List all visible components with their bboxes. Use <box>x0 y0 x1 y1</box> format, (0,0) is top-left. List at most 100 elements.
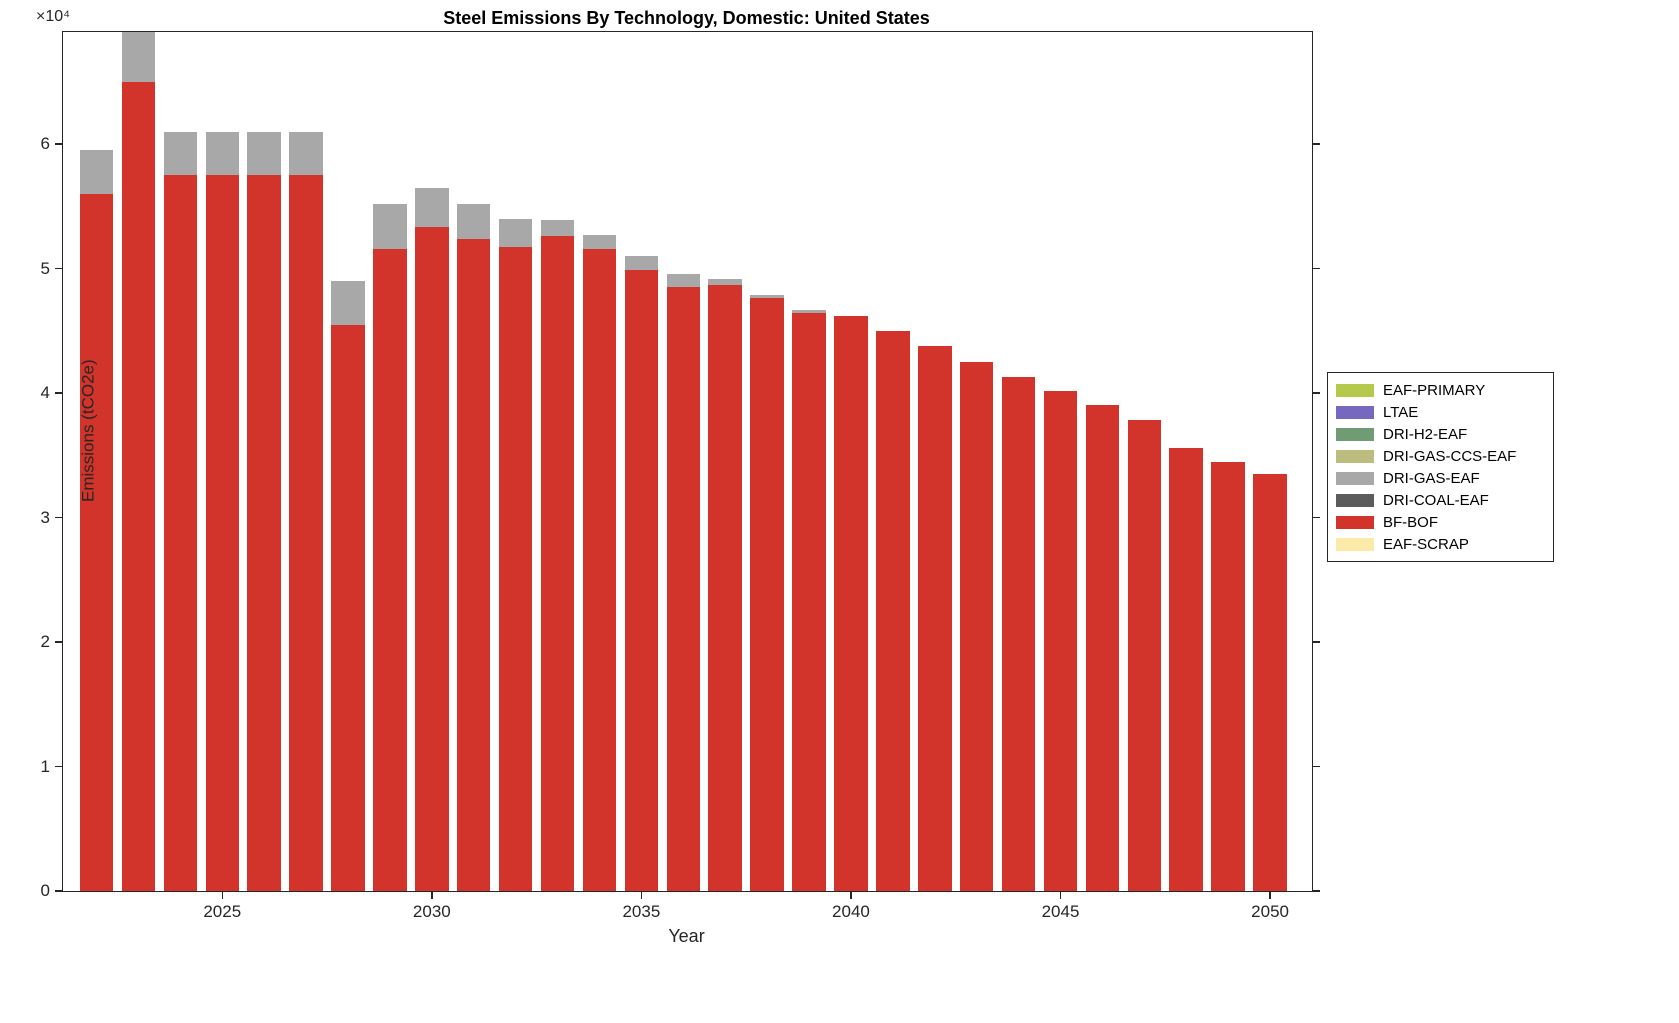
bar-segment-bf-bof <box>373 248 407 891</box>
bar-segment-bf-bof <box>1127 420 1162 891</box>
y-tick-label: 1 <box>40 756 50 776</box>
bar-segment-bf-bof <box>79 193 114 891</box>
legend: EAF-PRIMARY LTAE DRI-H2-EAF DRI-GAS-CCS-EAF… <box>1327 372 1554 562</box>
y-tick-label: 2 <box>40 632 50 651</box>
legend-item-bf-bof: BF-BOF <box>1328 511 1553 533</box>
x-tick-label: 2050 <box>1251 902 1289 921</box>
bar-segment-bf-bof <box>540 236 575 891</box>
bar-segment-dri-gas-eaf <box>247 131 281 176</box>
y-tick-mark <box>55 516 62 519</box>
x-tick-label: 2025 <box>203 902 242 921</box>
bar-segment-bf-bof <box>792 313 826 891</box>
bar-segment-bf-bof <box>289 175 323 891</box>
bar-segment-bf-bof <box>918 345 952 891</box>
bar-segment-bf-bof <box>959 361 994 891</box>
y-axis-multiplier: ×10⁴ <box>36 8 71 25</box>
x-tick-mark <box>850 892 852 899</box>
y-tick-mark-right <box>1313 267 1320 270</box>
x-axis-label: Year <box>668 926 705 946</box>
bar-segment-bf-bof <box>247 175 281 891</box>
bar-segment-dri-gas-eaf <box>331 281 365 325</box>
legend-item-dri-gas-eaf: DRI-GAS-EAF <box>1328 467 1553 489</box>
bar-segment-bf-bof <box>1253 473 1287 891</box>
legend-item-dri-coal-eaf: DRI-COAL-EAF <box>1328 489 1553 511</box>
bar-segment-bf-bof <box>624 269 659 891</box>
y-tick-mark <box>55 890 62 892</box>
y-tick-mark-right <box>1313 143 1320 145</box>
bar-segment-dri-gas-eaf <box>163 131 198 176</box>
legend-label: EAF-SCRAP <box>1383 535 1469 553</box>
bar-segment-dri-gas-eaf <box>373 203 407 249</box>
y-tick-mark-right <box>1313 641 1320 643</box>
bar-segment-bf-bof <box>582 248 617 891</box>
legend-item-dri-gas-ccs-eaf: DRI-GAS-CCS-EAF <box>1328 445 1553 467</box>
bar-segment-dri-gas-eaf <box>582 234 617 249</box>
y-tick-label: 4 <box>40 383 50 403</box>
bar-segment-dri-gas-eaf <box>792 309 826 314</box>
x-tick-mark <box>1269 892 1271 899</box>
legend-swatch-dri-h2-eaf <box>1336 427 1374 441</box>
legend-label: EAF-PRIMARY <box>1383 381 1486 399</box>
bar-segment-dri-gas-eaf <box>666 273 701 288</box>
bar-segment-bf-bof <box>1001 376 1036 891</box>
legend-swatch-dri-coal-eaf <box>1336 493 1374 507</box>
y-tick-mark <box>55 143 62 145</box>
x-tick-mark <box>221 892 223 899</box>
y-tick-mark <box>55 392 62 394</box>
bar-segment-dri-gas-eaf <box>121 32 156 82</box>
x-tick-label: 2040 <box>832 902 870 921</box>
y-tick-mark-right <box>1313 516 1320 519</box>
bar-segment-dri-gas-eaf <box>708 278 742 285</box>
y-tick-label: 6 <box>40 134 50 154</box>
x-tick-label: 2030 <box>412 902 451 921</box>
legend-swatch-dri-gas-eaf <box>1336 471 1374 485</box>
legend-swatch-bf-bof <box>1336 515 1374 529</box>
y-tick-mark <box>55 267 62 270</box>
legend-label: DRI-GAS-CCS-EAF <box>1383 447 1517 465</box>
legend-label: BF-BOF <box>1383 513 1438 531</box>
y-tick-label: 5 <box>40 258 50 278</box>
y-tick-mark <box>55 765 62 768</box>
y-tick-label: 0 <box>40 881 50 900</box>
bar-segment-dri-gas-eaf <box>540 220 575 237</box>
bar-segment-bf-bof <box>1043 390 1078 891</box>
bar-segment-bf-bof <box>498 247 533 891</box>
bar-segment-dri-gas-eaf <box>415 187 449 228</box>
y-tick-mark-right <box>1313 765 1320 768</box>
legend-label: DRI-H2-EAF <box>1383 425 1468 443</box>
bar-segment-bf-bof <box>666 287 701 891</box>
bar-segment-bf-bof <box>750 298 784 891</box>
bar-segment-bf-bof <box>121 81 156 891</box>
bar-segment-dri-gas-eaf <box>79 150 114 194</box>
bar-segment-bf-bof <box>1085 405 1120 891</box>
bars-container <box>63 32 1312 891</box>
plot-area: Emissions (tCO2e) 0 1 2 3 4 5 6 2025 2030 2035 204… <box>41 31 1320 921</box>
bar-segment-dri-gas-eaf <box>205 131 240 176</box>
x-tick-mark <box>431 892 433 899</box>
bar-segment-bf-bof <box>1169 447 1203 891</box>
legend-item-eaf-scrap: EAF-SCRAP <box>1328 533 1553 555</box>
bar-segment-bf-bof <box>205 175 240 891</box>
legend-label: DRI-GAS-EAF <box>1383 469 1480 487</box>
bar-segment-bf-bof <box>331 324 365 891</box>
y-tick-label: 3 <box>40 507 50 527</box>
bar-segment-bf-bof <box>456 238 491 891</box>
legend-item-eaf-primary: EAF-PRIMARY <box>1328 379 1553 401</box>
legend-swatch-dri-gas-ccs-eaf <box>1336 449 1374 463</box>
chart-title: Steel Emissions By Technology, Domestic:… <box>443 8 930 28</box>
legend-swatch-ltae <box>1336 405 1374 419</box>
bar-segment-bf-bof <box>876 330 910 891</box>
bar-segment-bf-bof <box>708 284 742 891</box>
bar-segment-bf-bof <box>415 227 449 891</box>
y-tick-mark <box>55 641 62 643</box>
legend-item-ltae: LTAE <box>1328 401 1553 423</box>
x-tick-mark <box>640 892 643 899</box>
bar-segment-dri-gas-eaf <box>456 203 491 239</box>
x-tick-label: 2035 <box>622 902 661 921</box>
bar-segment-dri-gas-eaf <box>750 294 784 299</box>
legend-swatch-eaf-scrap <box>1336 537 1374 551</box>
legend-label: DRI-COAL-EAF <box>1383 491 1489 509</box>
x-tick-label: 2045 <box>1041 902 1080 921</box>
bar-segment-bf-bof <box>1211 461 1245 891</box>
